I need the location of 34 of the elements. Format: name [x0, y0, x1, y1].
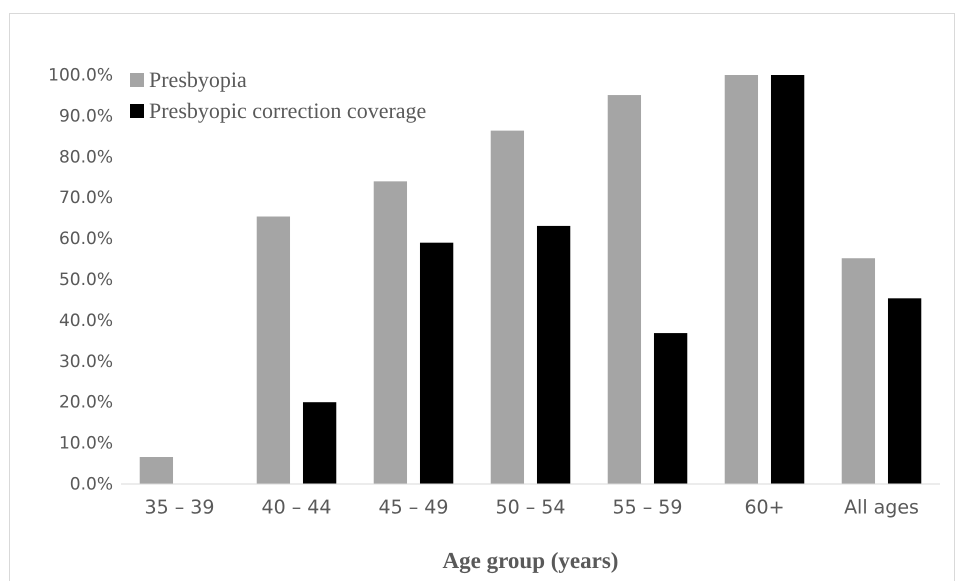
y-tick-label: 80.0%: [58, 147, 113, 168]
x-tick-label: 45 – 49: [378, 496, 448, 518]
x-axis-title: Age group (years): [442, 548, 618, 574]
y-tick-label: 70.0%: [58, 188, 113, 208]
legend-label: Presbyopic correction coverage: [149, 98, 426, 123]
bar: [256, 216, 290, 484]
bar: [888, 298, 922, 484]
legend-label: Presbyopia: [149, 67, 247, 92]
x-tick-label: 35 – 39: [144, 496, 214, 518]
bar: [654, 333, 688, 484]
y-tick-label: 30.0%: [58, 352, 113, 372]
bar: [140, 457, 174, 484]
bar: [302, 402, 336, 484]
y-tick-label: 0.0%: [70, 474, 113, 494]
y-tick-label: 10.0%: [58, 434, 113, 454]
y-tick-label: 60.0%: [58, 229, 113, 250]
bar: [608, 95, 642, 484]
x-tick-label: 40 – 44: [262, 496, 332, 518]
bar: [374, 181, 408, 484]
x-tick-label: 55 – 59: [612, 496, 682, 518]
x-tick-label: 60+: [744, 496, 785, 518]
y-tick-label: 20.0%: [58, 392, 113, 413]
y-tick-label: 100.0%: [48, 65, 113, 86]
bar: [770, 75, 804, 484]
bar: [490, 130, 524, 484]
bar: [536, 226, 570, 484]
y-tick-label: 40.0%: [58, 310, 113, 331]
bar: [842, 258, 876, 484]
bar: [724, 75, 758, 484]
y-tick-label: 50.0%: [58, 270, 113, 290]
x-tick-label: 50 – 54: [496, 496, 566, 518]
x-tick-label: All ages: [844, 496, 919, 518]
bar: [420, 242, 454, 484]
y-tick-label: 90.0%: [58, 106, 113, 126]
